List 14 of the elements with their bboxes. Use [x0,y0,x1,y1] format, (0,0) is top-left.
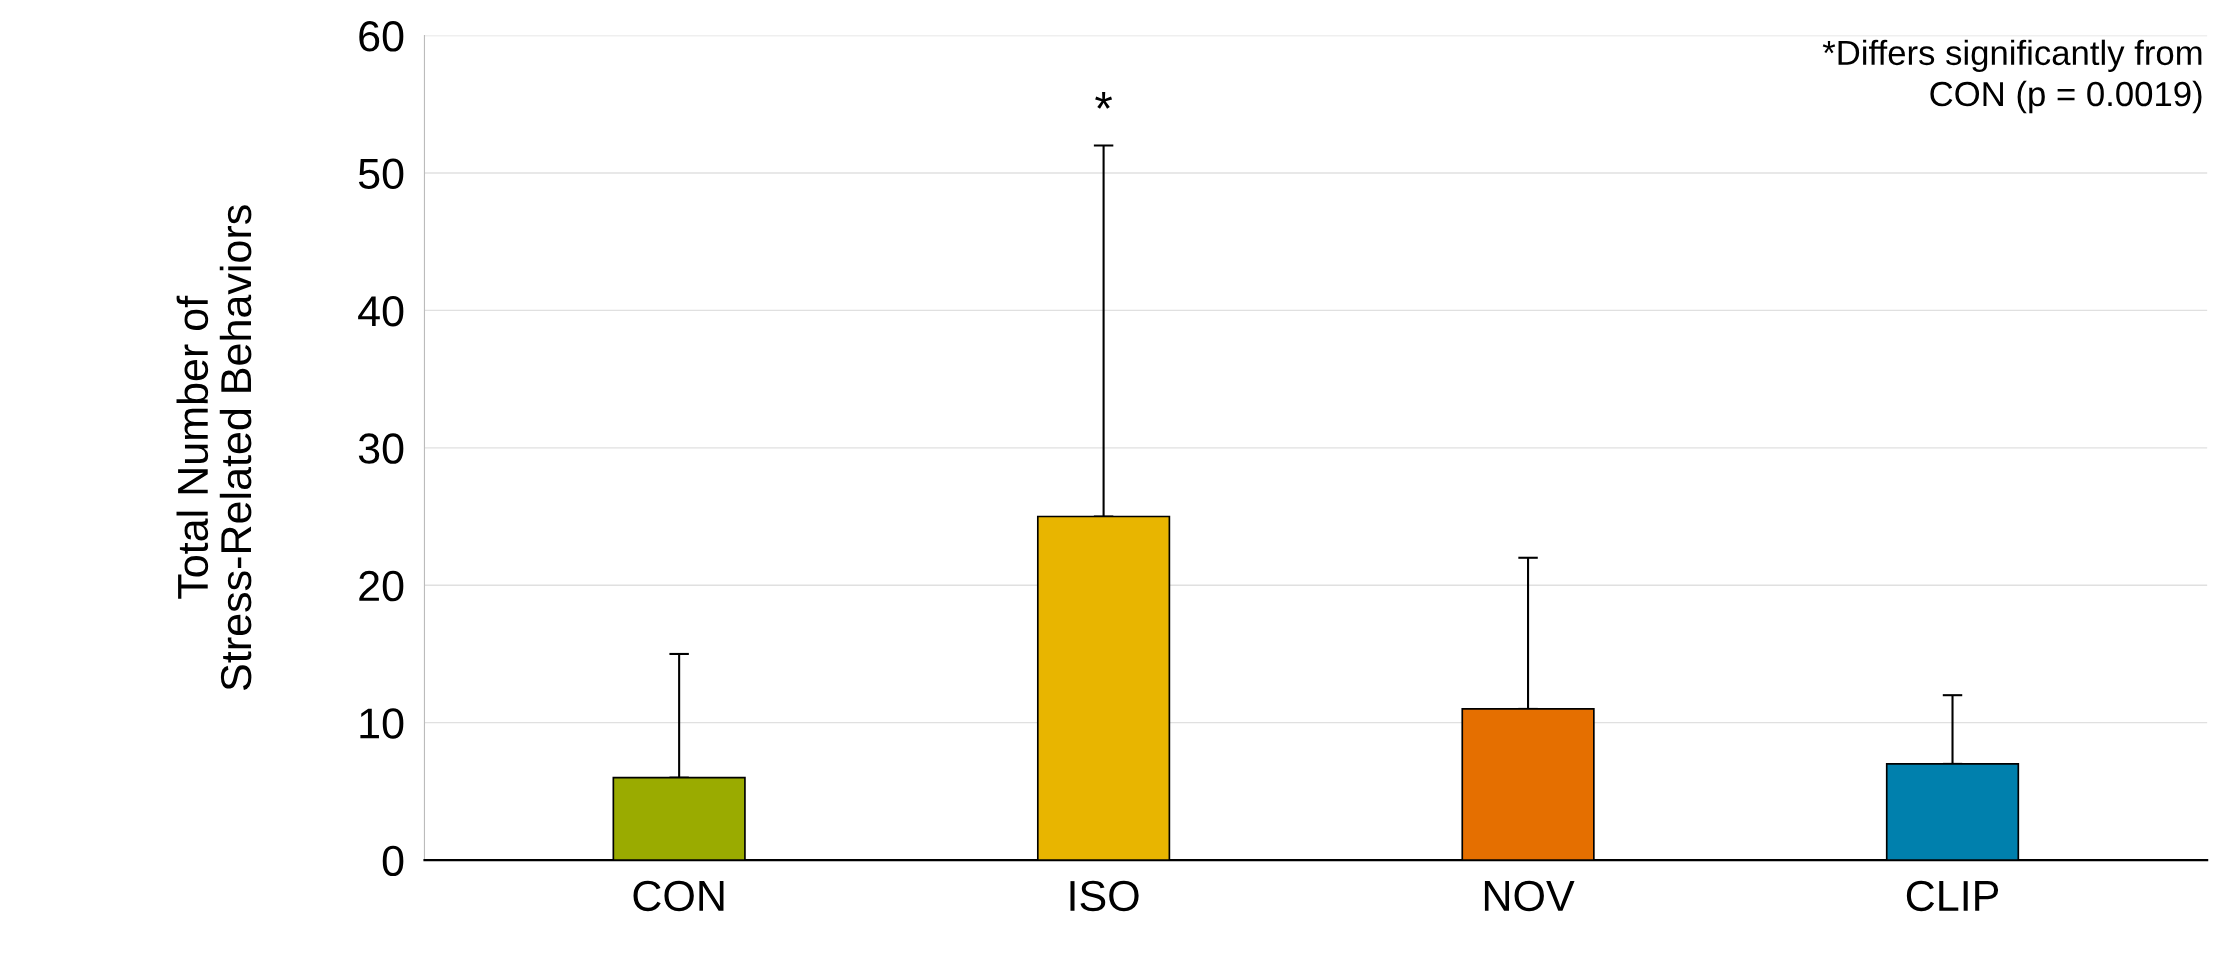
y-axis-title: Total Number of Stress-Related Behaviors [176,205,252,690]
y-tick-label: 0 [382,845,404,877]
y-tick-label: 50 [358,158,404,189]
x-tick-label: CLIP [1906,880,1999,912]
annotation: *Differs significantly from CON (p = 0.0019) [1822,39,2202,114]
y-tick-label: 60 [359,21,404,52]
y-tick-label: 20 [359,570,404,602]
y-tick-label: 30 [358,433,404,464]
y-tick-label: 10 [360,708,404,739]
x-tick-label: CON [633,880,724,912]
x-tick-label: NOV [1484,880,1575,912]
annotation: * [1095,92,1113,109]
y-tick-label: 40 [358,295,404,327]
x-tick-label: ISO [1070,880,1139,912]
